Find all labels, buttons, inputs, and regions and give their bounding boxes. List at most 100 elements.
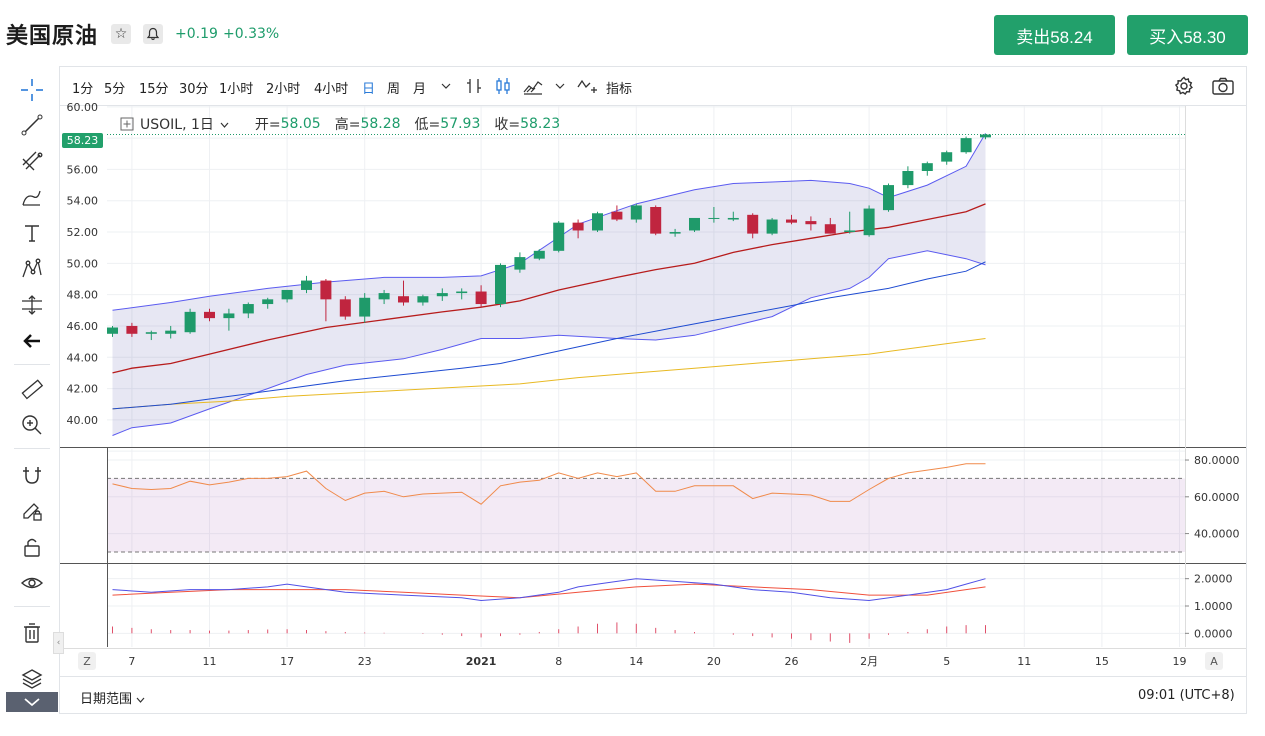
buy-button[interactable]: 买入58.30 — [1127, 15, 1248, 55]
change-percent: +0.33% — [223, 26, 280, 42]
candle-body — [708, 217, 720, 219]
sell-button[interactable]: 卖出58.24 — [994, 15, 1115, 55]
candle-body — [495, 264, 506, 305]
unlock-icon[interactable] — [18, 533, 46, 561]
macd-tick-label: 2.0000 — [1194, 573, 1233, 586]
zoom-in-icon[interactable] — [18, 411, 46, 439]
chevron-down-icon — [24, 698, 40, 707]
price-tick-label: 42.00 — [67, 383, 99, 396]
collapse-handle[interactable]: ‹ — [53, 632, 64, 654]
tf-1m[interactable]: 1分 — [72, 82, 94, 97]
tf-5m[interactable]: 5分 — [104, 82, 126, 97]
fib-tool-icon[interactable] — [18, 147, 46, 175]
macd-line — [112, 578, 986, 602]
x-tick-label: 19 — [1173, 655, 1187, 668]
measure-tool-icon[interactable] — [18, 291, 46, 319]
eye-icon[interactable] — [18, 569, 46, 597]
bollinger-lower — [112, 250, 986, 436]
price-tick-label: 54.00 — [67, 195, 99, 208]
candle-body — [786, 219, 797, 223]
candle-body — [145, 332, 157, 334]
text-tool-icon[interactable] — [18, 219, 46, 247]
tf-4h[interactable]: 4小时 — [314, 82, 349, 97]
candle-body — [611, 211, 623, 220]
tf-15m[interactable]: 15分 — [139, 82, 169, 97]
symbol-interval[interactable]: USOIL, 1日 — [140, 117, 214, 133]
candle-body — [436, 293, 448, 297]
area-chart-icon[interactable] — [522, 76, 544, 96]
candle-body — [165, 330, 177, 334]
indicators-label[interactable]: 指标 — [606, 82, 633, 97]
x-tick-label: 7 — [128, 655, 135, 668]
symbol-dropdown-icon[interactable] — [220, 116, 229, 132]
candle-body — [242, 304, 254, 314]
settings-gear-icon[interactable] — [1173, 76, 1195, 96]
bollinger-bands — [112, 133, 986, 436]
current-price-badge: 58.23 — [62, 133, 103, 148]
bell-icon[interactable] — [143, 24, 163, 44]
crosshair-icon[interactable] — [18, 76, 46, 104]
tf-30m[interactable]: 30分 — [179, 82, 209, 97]
x-tick-label: 5 — [943, 655, 950, 668]
candle-body — [921, 163, 933, 171]
candle-body — [281, 289, 293, 300]
candle-body — [883, 185, 894, 211]
x-tick-label: 2021 — [466, 655, 497, 668]
candle-body — [727, 217, 739, 220]
add-compare-icon[interactable] — [120, 117, 134, 131]
trash-icon[interactable] — [18, 619, 46, 647]
tf-1h[interactable]: 1小时 — [219, 82, 254, 97]
tf-day[interactable]: 日 — [362, 82, 376, 97]
timeframe-dropdown-icon[interactable] — [435, 76, 457, 96]
zoom-reset-button[interactable]: Z — [78, 652, 96, 670]
drawing-toolbar — [6, 66, 60, 714]
ruler-icon[interactable] — [18, 375, 46, 403]
brush-icon[interactable] — [18, 183, 46, 211]
price-tick-label: 46.00 — [67, 320, 99, 333]
candle-type-icon[interactable] — [492, 76, 514, 96]
macd-pane — [112, 578, 986, 643]
magnet-icon[interactable] — [18, 461, 46, 489]
star-icon[interactable]: ☆ — [111, 24, 131, 44]
price-tick-label: 48.00 — [67, 289, 99, 302]
auto-scale-button[interactable]: A — [1205, 652, 1223, 670]
bar-type-icon[interactable] — [463, 76, 485, 96]
x-tick-label: 15 — [1095, 655, 1109, 668]
candle-body — [553, 222, 565, 251]
indicators-icon[interactable] — [576, 76, 598, 96]
chevron-down-icon — [136, 697, 145, 703]
tf-week[interactable]: 周 — [387, 82, 401, 97]
x-tick-label: 14 — [629, 655, 643, 668]
chart-type-dropdown-icon[interactable] — [549, 76, 571, 96]
macd-signal-line — [112, 583, 986, 599]
candle-body — [126, 325, 138, 334]
trend-line-icon[interactable] — [18, 111, 46, 139]
camera-icon[interactable] — [1212, 76, 1234, 96]
candle-body — [204, 311, 215, 319]
pattern-tool-icon[interactable] — [18, 255, 46, 283]
chart-topbar: 1分 5分 15分 30分 1小时 2小时 4小时 日 周 月 指标 — [60, 67, 1246, 106]
candle-body — [766, 219, 778, 234]
macd-tick-label: 0.0000 — [1194, 627, 1233, 640]
chart-bottombar: 日期范围 09:01 (UTC+8) — [60, 676, 1246, 714]
candle-body — [902, 171, 914, 186]
tf-2h[interactable]: 2小时 — [266, 82, 301, 97]
candle-body — [301, 280, 312, 290]
x-tick-label: 20 — [707, 655, 721, 668]
lock-drawing-icon[interactable] — [18, 497, 46, 525]
x-axis: 7 11 17 23 2021 8 14 20 26 2月 5 11 15 19 — [128, 655, 1186, 668]
candle-body — [320, 280, 332, 300]
tf-month[interactable]: 月 — [413, 82, 427, 97]
header: 美国原油 ☆ +0.19 +0.33% 卖出58.24 买入58.30 — [0, 0, 1265, 66]
toolbar-expand-button[interactable] — [6, 692, 58, 712]
timezone-label[interactable]: 09:01 (UTC+8) — [1138, 688, 1235, 703]
layers-icon[interactable] — [18, 665, 46, 693]
x-tick-label: 11 — [203, 655, 217, 668]
back-arrow-icon[interactable] — [18, 327, 46, 355]
candle-body — [980, 134, 991, 138]
candlesticks — [107, 133, 991, 341]
candle-body — [824, 224, 836, 234]
date-range-button[interactable]: 日期范围 — [80, 688, 145, 707]
candle-body — [184, 311, 196, 333]
